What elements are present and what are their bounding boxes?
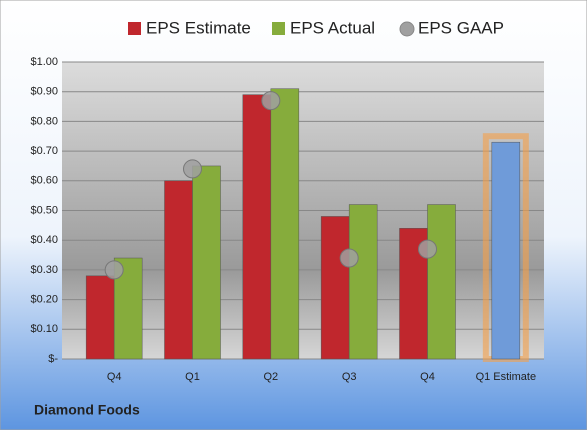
bar — [85, 275, 115, 360]
y-tick-label: $0.90 — [30, 86, 58, 98]
x-tick-label: Q1 — [185, 371, 200, 383]
x-tick-label: Q1 Estimate — [476, 371, 537, 383]
legend-label: EPS Estimate — [146, 18, 251, 37]
y-tick-label: $0.80 — [30, 115, 58, 127]
bar — [164, 180, 193, 360]
y-tick-label: $0.70 — [30, 145, 58, 157]
bar — [192, 165, 221, 360]
footer: Diamond Foods — [34, 402, 140, 418]
y-tick-label: $0.20 — [30, 294, 58, 306]
bar — [427, 204, 456, 360]
legend-swatch — [128, 22, 141, 35]
bar — [348, 204, 378, 360]
y-tick-label: $- — [48, 353, 58, 365]
y-tick-label: $0.10 — [30, 323, 58, 335]
y-tick-label: $0.50 — [30, 204, 58, 216]
x-tick-label: Q4 — [107, 371, 122, 383]
gaap-marker — [261, 91, 281, 111]
legend-label: EPS GAAP — [418, 18, 504, 37]
x-tick-label: Q4 — [420, 371, 435, 383]
gaap-marker — [418, 239, 437, 259]
bar — [270, 88, 300, 360]
y-tick-label: $0.60 — [30, 175, 58, 187]
gaap-marker — [104, 260, 124, 280]
y-tick-label: $0.40 — [30, 234, 58, 246]
x-tick-label: Q2 — [263, 371, 278, 383]
bar — [242, 94, 272, 360]
x-tick-label: Q3 — [342, 371, 357, 383]
y-tick-label: $1.00 — [30, 56, 58, 68]
bar — [320, 216, 350, 360]
y-tick-label: $0.30 — [30, 264, 58, 276]
legend-swatch — [399, 21, 415, 37]
legend-label: EPS Actual — [290, 18, 375, 37]
gaap-marker — [339, 248, 359, 268]
legend-swatch — [272, 22, 285, 35]
bar — [491, 141, 521, 360]
gaap-marker — [183, 159, 202, 179]
